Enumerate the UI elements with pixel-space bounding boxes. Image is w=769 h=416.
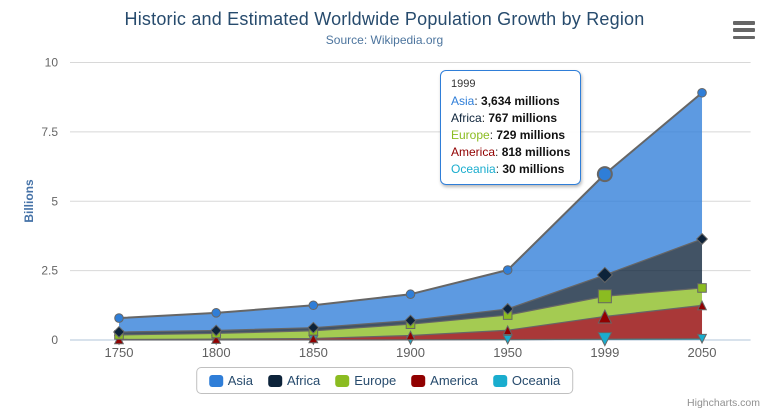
marker-circle[interactable] <box>308 300 319 311</box>
tooltip-series-value: 30 millions <box>502 162 565 176</box>
tooltip-series-value: 818 millions <box>501 145 571 159</box>
tooltip-series-name: Africa <box>451 111 482 125</box>
x-axis-label: 1999 <box>590 345 619 360</box>
marker-circle[interactable] <box>697 87 707 98</box>
x-axis-label: 1950 <box>493 345 522 360</box>
marker-diamond[interactable] <box>210 324 223 337</box>
marker-triangle[interactable] <box>597 308 613 324</box>
x-axis-label: 1850 <box>299 345 328 360</box>
legend-label: Oceania <box>511 373 561 388</box>
chart-subtitle: Source: Wikipedia.org <box>325 33 444 47</box>
marker-triangle-down[interactable] <box>597 332 613 347</box>
legend-item-asia[interactable]: Asia <box>208 373 254 388</box>
marker-triangle[interactable] <box>308 333 319 344</box>
marker-diamond[interactable] <box>307 321 320 334</box>
marker-triangle-down[interactable] <box>502 334 513 346</box>
legend-item-africa[interactable]: Africa <box>268 373 320 388</box>
legend-swatch-icon <box>411 374 426 387</box>
marker-square[interactable] <box>697 283 707 293</box>
marker-diamond[interactable] <box>112 325 126 338</box>
legend-label: Europe <box>354 373 397 388</box>
x-axis-label: 1800 <box>202 345 231 360</box>
y-axis-label: 2.5 <box>41 264 58 278</box>
tooltip-series-value: 729 millions <box>496 128 566 142</box>
tooltip-row-asia: Asia: 3,634 millions <box>451 94 560 108</box>
legend: Asia Africa Europe America Oceania <box>195 367 574 394</box>
tooltip: 1999 Asia: 3,634 millions Africa: 767 mil… <box>440 70 582 185</box>
x-axis-label: 2050 <box>688 345 717 360</box>
tooltip-row-america: America: 818 millions <box>451 145 571 159</box>
tooltip-series-value: 767 millions <box>488 111 558 125</box>
legend-item-europe[interactable]: Europe <box>335 373 396 388</box>
marker-triangle[interactable] <box>211 333 222 344</box>
legend-label: Africa <box>287 373 321 388</box>
y-axis-label: 0 <box>51 333 58 347</box>
tooltip-series-name: America <box>451 145 496 159</box>
hamburger-menu-icon[interactable] <box>733 21 755 39</box>
legend-item-america[interactable]: America <box>411 373 478 388</box>
marker-diamond[interactable] <box>696 232 709 245</box>
marker-circle[interactable] <box>405 289 416 300</box>
area-america <box>119 305 703 340</box>
tooltip-row-oceania: Oceania: 30 millions <box>451 162 565 176</box>
tooltip-row-europe: Europe: 729 millions <box>451 128 566 142</box>
marker-circle[interactable] <box>596 166 613 183</box>
y-axis-label: 10 <box>45 56 59 70</box>
marker-diamond[interactable] <box>596 266 614 284</box>
x-axis-label: 1750 <box>105 345 134 360</box>
legend-swatch-icon <box>492 374 507 387</box>
legend-item-oceania[interactable]: Oceania <box>492 373 561 388</box>
marker-triangle[interactable] <box>696 299 708 311</box>
tooltip-series-name: Oceania <box>451 162 496 176</box>
legend-swatch-icon <box>335 374 350 387</box>
tooltip-series-name: Europe <box>451 128 490 142</box>
area-asia <box>119 92 703 332</box>
y-axis-label: 5 <box>51 194 58 208</box>
legend-label: Asia <box>227 373 254 388</box>
y-axis-label: 7.5 <box>41 125 58 139</box>
marker-triangle[interactable] <box>502 324 513 336</box>
legend-swatch-icon <box>268 374 283 387</box>
tooltip-series-value: 3,634 millions <box>481 94 560 108</box>
marker-circle[interactable] <box>114 313 124 323</box>
marker-circle[interactable] <box>211 308 221 318</box>
marker-diamond[interactable] <box>501 302 514 315</box>
marker-diamond[interactable] <box>404 314 417 327</box>
area-africa <box>119 238 703 335</box>
marker-triangle[interactable] <box>405 330 416 341</box>
tooltip-row-africa: Africa: 767 millions <box>451 111 558 125</box>
credits-link[interactable]: Highcharts.com <box>687 397 760 409</box>
marker-square[interactable] <box>597 289 612 304</box>
tooltip-series-name: Asia <box>451 94 475 108</box>
legend-swatch-icon <box>208 374 223 387</box>
legend-label: America <box>430 373 478 388</box>
tooltip-header: 1999 <box>451 78 476 90</box>
x-axis-label: 1900 <box>396 345 425 360</box>
marker-triangle-down[interactable] <box>696 333 708 345</box>
chart-title: Historic and Estimated Worldwide Populat… <box>124 9 645 29</box>
marker-circle[interactable] <box>502 265 513 275</box>
